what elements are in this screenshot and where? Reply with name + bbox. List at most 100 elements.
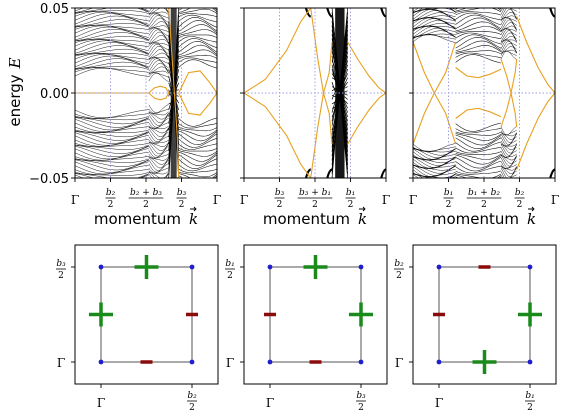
brillouin-zone-square — [100, 266, 193, 363]
bulk-band-line — [75, 109, 149, 119]
x-tick-label-numerator: b₂ + b₃ — [130, 188, 162, 198]
bulk-band-line — [178, 14, 217, 23]
x-tick-label-denominator: 2 — [348, 200, 354, 210]
bulk-band-line — [455, 131, 502, 136]
bulk-band-line — [455, 11, 502, 16]
x-tick-label: b₁ + b₂ 2 — [466, 188, 502, 210]
bulk-band-line — [75, 32, 149, 42]
bulk-band-line — [413, 148, 456, 153]
y-tick-label: Γ — [226, 356, 234, 370]
bulk-band-line — [413, 173, 456, 178]
edge-state-curve — [516, 92, 555, 170]
bulk-band-line — [455, 134, 502, 146]
high-symmetry-point — [527, 264, 533, 270]
bulk-band-line — [75, 36, 149, 42]
bulk-band-line — [148, 173, 169, 178]
y-tick-label-text: Γ — [226, 356, 234, 370]
x-tick-label-numerator: b₂ — [187, 391, 197, 401]
bulk-band-line — [178, 175, 217, 178]
bulk-band-line — [148, 21, 169, 30]
bulk-segment — [75, 8, 149, 178]
bulk-band-line — [148, 172, 169, 178]
bulk-band-line — [75, 161, 149, 173]
bulk-band-line — [148, 66, 169, 74]
bulk-band-line — [75, 67, 149, 77]
y-tick-label: b₁ 2 — [225, 259, 235, 281]
bulk-band-line — [178, 163, 217, 172]
bulk-band-line — [75, 158, 149, 163]
bulk-band-line — [75, 118, 149, 131]
bulk-band-line — [148, 15, 169, 27]
edge-state-curve — [310, 8, 333, 94]
bulk-band-line — [75, 39, 149, 44]
bulk-band-line — [148, 112, 169, 124]
bulk-band-line — [148, 170, 169, 175]
bulk-band-line — [413, 0, 456, 4]
bulk-band-line — [75, 113, 149, 119]
x-tick-label: Γ — [97, 396, 105, 410]
bulk-band-line — [178, 154, 217, 166]
bulk-band-line — [500, 167, 517, 178]
x-tick-label-text: Γ — [435, 396, 443, 410]
x-tick-label-denominator: 2 — [517, 200, 523, 210]
bulk-band-line — [148, 131, 169, 143]
bulk-band-line — [148, 13, 169, 23]
bulk-band-line — [178, 34, 217, 38]
bulk-band-line — [178, 143, 217, 150]
bulk-band-line — [501, 0, 517, 1]
bulk-band-line — [148, 11, 169, 16]
bulk-band-line — [75, 53, 149, 57]
bulk-band-line — [178, 13, 217, 18]
bulk-band-line — [148, 104, 169, 113]
bulk-band-line — [500, 8, 503, 9]
bulk-band-line — [148, 135, 169, 144]
bulk-band-line — [75, 58, 149, 69]
bulk-band-line — [75, 67, 149, 73]
edge-state-curve — [148, 92, 170, 101]
bulk-band-line — [500, 28, 517, 36]
x-tick-label-numerator: b₁ — [444, 188, 453, 198]
y-tick-label-numerator: b₂ — [394, 259, 404, 269]
x-tick-label: b₁ 2 — [525, 391, 535, 413]
bulk-band-line — [500, 46, 517, 54]
band-plot-area — [75, 8, 217, 178]
y-tick-label: b₂ 2 — [394, 259, 404, 281]
high-symmetry-point — [527, 359, 533, 365]
bulk-band-line — [75, 10, 149, 14]
bulk-band-line — [178, 168, 217, 173]
bulk-band-line — [501, 0, 517, 7]
brillouin-zone-square — [269, 266, 362, 363]
bulk-band-line — [148, 43, 169, 55]
bulk-band-line — [455, 122, 502, 132]
y-axis-label: energyE — [6, 57, 24, 126]
bulk-band-line — [413, 182, 456, 185]
bulk-band-line — [148, 125, 169, 129]
x-tick-label-numerator: b₂ — [515, 188, 525, 198]
high-symmetry-point — [98, 359, 104, 365]
y-tick-label: Γ — [57, 356, 65, 370]
bulk-band-line — [455, 17, 502, 29]
bulk-band-line — [413, 20, 456, 30]
bulk-band-line — [178, 8, 217, 13]
x-tick-label-denominator: 2 — [108, 200, 114, 210]
y-tick-label-text: Γ — [395, 356, 403, 370]
bulk-band-line — [455, 174, 502, 178]
x-tick-label-text: Γ — [213, 193, 221, 207]
bulk-band-line — [500, 174, 517, 178]
bulk-band-line — [178, 138, 217, 148]
bulk-band-line — [455, 37, 502, 49]
bulk-band-line — [178, 173, 217, 178]
bulk-band-line — [455, 157, 502, 169]
bulk-band-line — [75, 169, 149, 175]
bulk-band-line — [148, 149, 169, 158]
x-tick-label: Γ — [551, 193, 559, 207]
edge-state-curve — [178, 70, 217, 94]
bulk-band-line — [148, 27, 169, 33]
bulk-band-line — [148, 31, 169, 43]
bulk-band-line — [413, 30, 456, 38]
bulk-band-line — [178, 16, 217, 28]
bulk-band-line — [500, 8, 517, 12]
bulk-band-line — [413, 25, 456, 32]
bulk-band-line — [413, 164, 456, 174]
